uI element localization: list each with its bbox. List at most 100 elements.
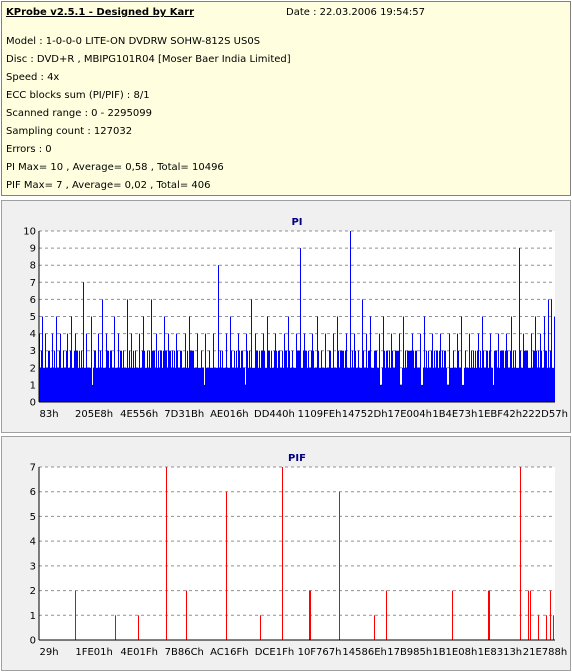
pi-bar <box>505 350 506 402</box>
pi-bar <box>500 350 501 402</box>
pi-bar <box>74 350 75 402</box>
pi-bar <box>396 350 397 402</box>
y-tick-label: 4 <box>30 537 36 548</box>
pi-bar <box>53 367 54 402</box>
pi-bar <box>168 333 169 402</box>
pi-bar <box>351 367 352 402</box>
pi-bar <box>87 367 88 402</box>
pi-bar <box>524 350 525 402</box>
pi-bar <box>318 350 319 402</box>
pi-bar <box>441 367 442 402</box>
pi-bar <box>208 367 209 402</box>
pi-bar <box>118 333 119 402</box>
pi-bar <box>333 333 334 402</box>
pi-bar <box>485 367 486 402</box>
pi-bar <box>384 350 385 402</box>
pi-bar <box>335 367 336 402</box>
pi-bar <box>342 350 343 402</box>
pi-bar <box>519 248 520 402</box>
pi-bar <box>66 350 67 402</box>
pi-bar <box>362 299 363 402</box>
pi-bar <box>423 367 424 402</box>
pi-bar <box>499 367 500 402</box>
pi-bar <box>130 367 131 402</box>
pi-bar <box>156 333 157 402</box>
pi-bar <box>409 350 410 402</box>
pi-bar <box>422 384 423 402</box>
pi-bar <box>470 367 471 402</box>
pi-bar <box>497 367 498 402</box>
pi-bar <box>427 367 428 402</box>
pi-bar <box>389 350 390 402</box>
pi-bar <box>412 333 413 402</box>
pi-bar <box>286 350 287 402</box>
pi-bar <box>308 350 309 402</box>
pi-bar <box>368 350 369 402</box>
pi-bar <box>250 367 251 402</box>
pi-bar <box>243 367 244 402</box>
pi-bar <box>510 350 511 402</box>
y-tick-label: 10 <box>23 227 36 238</box>
pif-bar <box>528 590 529 640</box>
pi-bar <box>218 265 219 402</box>
pi-bar <box>395 350 396 402</box>
y-tick-label: 3 <box>30 561 36 572</box>
pi-bar <box>361 367 362 402</box>
pi-bar <box>155 367 156 402</box>
pi-bar <box>408 350 409 402</box>
pi-bar <box>99 367 100 402</box>
pi-bar <box>131 333 132 402</box>
pi-bar <box>293 367 294 402</box>
pi-bar <box>518 367 519 402</box>
pi-bar <box>334 367 335 402</box>
pi-bar <box>103 367 104 402</box>
pi-bar <box>545 350 546 402</box>
pi-bar <box>173 367 174 402</box>
pi-bar <box>223 367 224 402</box>
pi-bar <box>446 367 447 402</box>
pi-bar <box>403 316 404 402</box>
pi-bar <box>67 333 68 402</box>
speed-line: Speed : 4x <box>6 72 60 83</box>
pi-bar <box>256 350 257 402</box>
pi-bar <box>246 333 247 402</box>
x-tick-label: DD440h <box>254 409 295 420</box>
pi-bar <box>145 367 146 402</box>
pi-bar <box>508 367 509 402</box>
series-bars <box>75 467 554 640</box>
x-tick-label: 14586Eh <box>342 647 386 658</box>
x-tick-label: 21E788h <box>523 647 567 658</box>
pi-bar <box>451 367 452 402</box>
pi-bar <box>215 367 216 402</box>
pi-bar <box>438 367 439 402</box>
pi-bar <box>190 350 191 402</box>
pi-bar <box>186 367 187 402</box>
pi-bar <box>348 367 349 402</box>
pi-bar <box>539 367 540 402</box>
pi-bar <box>511 316 512 402</box>
pi-bar <box>455 367 456 402</box>
pi-bar <box>486 350 487 402</box>
pi-bar <box>399 333 400 402</box>
pi-bar <box>311 350 312 402</box>
pi-bar <box>216 367 217 402</box>
pif-bar <box>386 590 387 640</box>
pif-bar <box>553 615 554 640</box>
pi-bar <box>454 367 455 402</box>
pi-bar <box>407 350 408 402</box>
pi-summary-line: PI Max= 10 , Average= 0,58 , Total= 1049… <box>6 162 224 173</box>
pi-bar <box>406 367 407 402</box>
pi-bar <box>498 333 499 402</box>
pi-bar <box>82 367 83 402</box>
pi-bar <box>142 350 143 402</box>
chart-title: PI <box>291 217 302 228</box>
pi-bar <box>339 367 340 402</box>
pi-bar <box>123 350 124 402</box>
pi-bar <box>102 299 103 402</box>
pi-bar <box>72 367 73 402</box>
pi-bar <box>231 350 232 402</box>
pi-bar <box>258 367 259 402</box>
pi-bar <box>220 350 221 402</box>
pi-bar <box>437 350 438 402</box>
pi-bar <box>410 350 411 402</box>
